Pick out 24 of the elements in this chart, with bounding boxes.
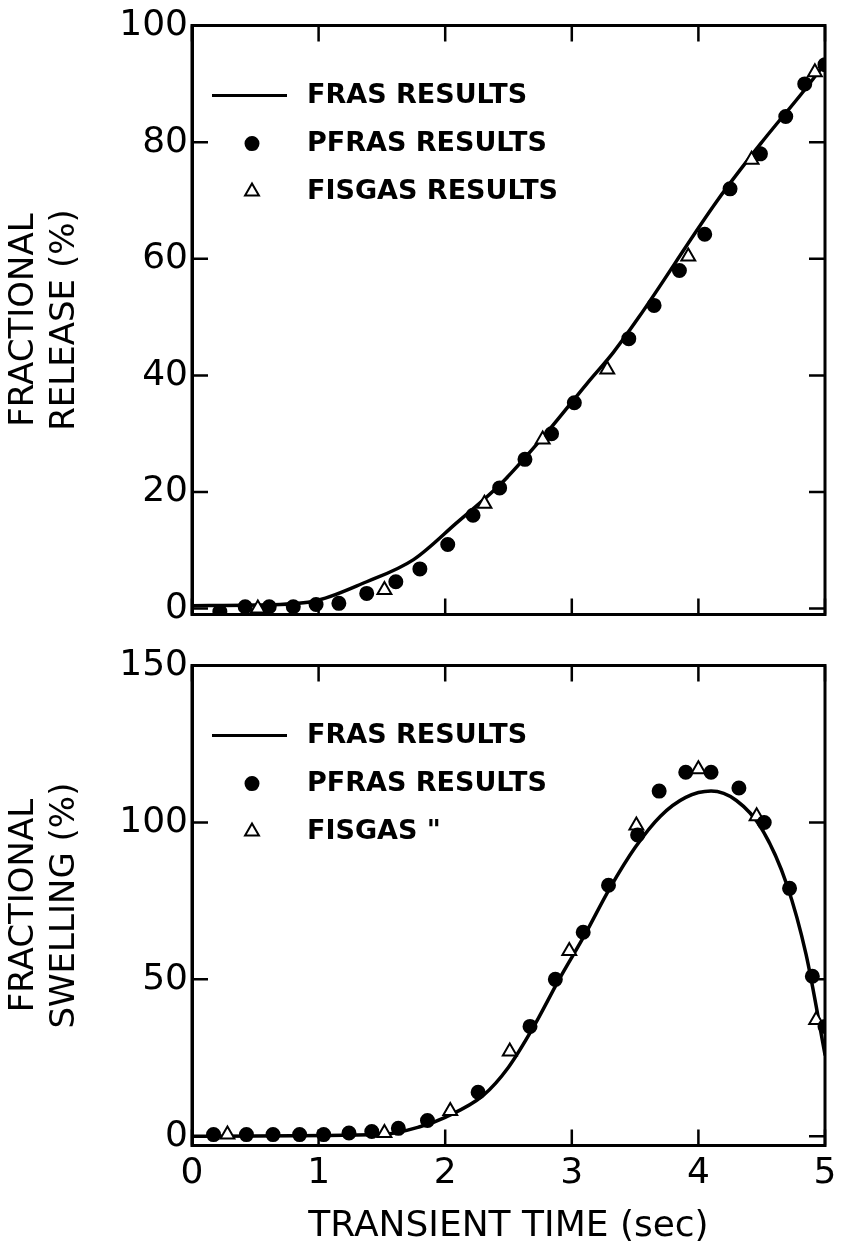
y-tick-label: 100 [119, 1, 188, 43]
y-tick-label: 0 [165, 584, 188, 626]
x-tick-label: 3 [560, 1149, 584, 1191]
x-tick-label: 2 [433, 1149, 457, 1191]
y-tick-label: 0 [165, 1112, 188, 1154]
y-tick-label: 150 [119, 641, 188, 683]
y-tick-label: 40 [142, 351, 188, 393]
legend-label: PFRAS RESULTS [307, 765, 547, 797]
x-axis-title: TRANSIENT TIME (sec) [307, 1202, 709, 1244]
legend-label: FISGAS RESULTS [307, 173, 559, 205]
x-tick-label: 4 [686, 1149, 710, 1191]
y-tick-label: 50 [142, 955, 188, 997]
legend-label: FISGAS " [307, 813, 441, 845]
x-tick-label: 1 [307, 1149, 331, 1191]
y-tick-label: 100 [119, 798, 188, 840]
x-tick-label: 5 [813, 1149, 837, 1191]
legend-label: PFRAS RESULTS [307, 125, 547, 157]
legend-label: FRAS RESULTS [307, 717, 528, 749]
y-tick-label: 60 [142, 235, 188, 277]
y-tick-label: 80 [142, 118, 188, 160]
legend-label: FRAS RESULTS [307, 77, 528, 109]
y-axis-title: FRACTIONAL SWELLING (%) [1, 782, 83, 1029]
y-tick-label: 20 [142, 468, 188, 510]
y-axis-title: FRACTIONAL RELEASE (%) [1, 209, 83, 431]
